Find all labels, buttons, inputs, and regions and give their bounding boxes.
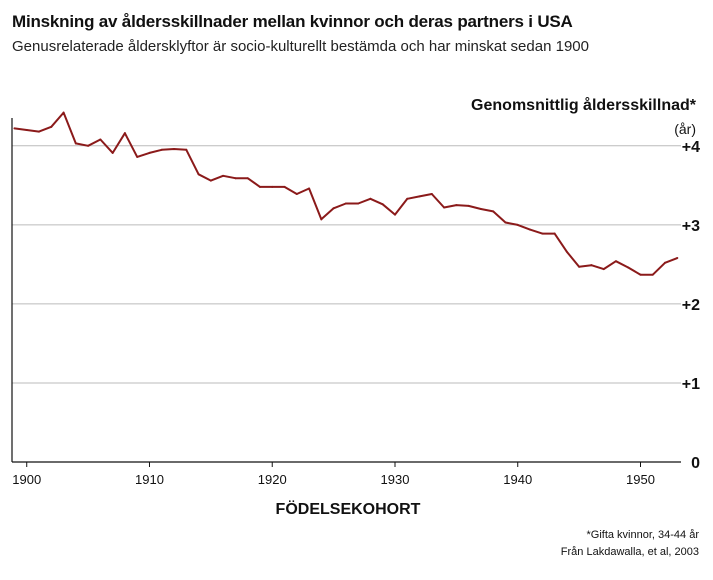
data-point-1939 xyxy=(504,221,507,224)
data-point-1933 xyxy=(430,193,433,196)
data-point-1922 xyxy=(295,193,298,196)
data-point-1918 xyxy=(246,177,249,180)
x-tick-label-1910: 1910 xyxy=(135,472,164,487)
y-tick-labels: 0 +1 +2 +3 +4 xyxy=(682,139,700,472)
x-axis-label: FÖDELSEKOHORT xyxy=(276,499,421,518)
data-point-1936 xyxy=(467,204,470,207)
data-point-1942 xyxy=(541,232,544,235)
data-point-1923 xyxy=(308,187,311,190)
data-point-1935 xyxy=(455,204,458,207)
y-axis-label: Genomsnittlig åldersskillnad* xyxy=(471,96,697,114)
data-point-1947 xyxy=(602,268,605,271)
x-tick-label-1920: 1920 xyxy=(258,472,287,487)
data-point-1949 xyxy=(627,266,630,269)
data-point-1927 xyxy=(357,202,360,205)
data-point-1909 xyxy=(136,155,139,158)
data-points xyxy=(13,111,679,276)
y-tick-label-3: +3 xyxy=(682,218,700,235)
y-tick-label-4: +4 xyxy=(682,139,700,156)
data-point-1945 xyxy=(578,265,581,268)
data-point-1913 xyxy=(185,148,188,151)
footnote: *Gifta kvinnor, 34-44 år Från Lakdawalla… xyxy=(561,527,699,561)
data-point-1920 xyxy=(271,185,274,188)
y-tick-label-0: 0 xyxy=(691,455,700,472)
x-tick-marks xyxy=(26,462,641,467)
data-point-1911 xyxy=(160,148,163,151)
y-tick-label-2: +2 xyxy=(682,297,700,314)
footnote-definition: *Gifta kvinnor, 34-44 år xyxy=(586,529,699,541)
x-tick-label-1940: 1940 xyxy=(503,472,532,487)
data-point-1924 xyxy=(320,218,323,221)
data-point-1937 xyxy=(479,208,482,211)
data-point-1934 xyxy=(443,206,446,209)
footnote-source: Från Lakdawalla, et al, 2003 xyxy=(560,546,699,558)
data-point-1908 xyxy=(123,132,126,135)
data-point-1930 xyxy=(393,213,396,216)
chart-subtitle: Genusrelaterade åldersklyftor är socio-k… xyxy=(12,38,589,55)
data-point-1952 xyxy=(664,261,667,264)
data-point-1900 xyxy=(25,129,28,131)
x-tick-label-1930: 1930 xyxy=(381,472,410,487)
y-tick-label-1: +1 xyxy=(682,376,700,393)
data-point-1928 xyxy=(369,197,372,200)
data-point-1901 xyxy=(38,130,41,133)
data-point-1902 xyxy=(50,125,53,128)
data-point-1905 xyxy=(87,144,90,147)
data-point-1940 xyxy=(516,223,519,226)
data-point-1925 xyxy=(332,207,335,210)
data-point-1929 xyxy=(381,203,384,206)
series-line-age-gap xyxy=(14,111,678,276)
data-point-1916 xyxy=(222,174,225,177)
data-point-1906 xyxy=(99,138,102,141)
x-tick-label-1950: 1950 xyxy=(626,472,655,487)
data-point-1948 xyxy=(614,260,617,263)
x-tick-label-1900: 1900 xyxy=(12,472,41,487)
gridlines xyxy=(12,145,681,384)
data-point-1915 xyxy=(209,179,212,182)
data-point-1932 xyxy=(418,195,421,198)
data-point-1914 xyxy=(197,173,200,176)
data-point-1903 xyxy=(62,111,65,114)
data-point-1921 xyxy=(283,185,286,188)
data-point-1943 xyxy=(553,232,556,235)
data-point-1931 xyxy=(406,197,409,200)
data-point-1941 xyxy=(529,228,532,231)
data-point-1946 xyxy=(590,264,593,267)
data-point-1912 xyxy=(173,147,176,150)
x-tick-labels: 1900 1910 1920 1930 1940 1950 xyxy=(12,472,655,487)
data-point-1910 xyxy=(148,151,151,154)
data-point-1907 xyxy=(111,151,114,154)
data-point-1904 xyxy=(74,142,77,145)
data-point-1953 xyxy=(676,257,679,260)
data-point-1938 xyxy=(492,210,495,213)
chart-title: Minskning av åldersskillnader mellan kvi… xyxy=(12,12,573,31)
data-point-1951 xyxy=(651,273,654,276)
data-point-1926 xyxy=(344,202,347,205)
data-point-1950 xyxy=(639,273,642,276)
data-point-1919 xyxy=(258,185,261,188)
data-point-1944 xyxy=(565,250,568,253)
data-point-1899 xyxy=(13,127,16,130)
data-point-1917 xyxy=(234,177,237,180)
y-axis-unit: (år) xyxy=(674,121,696,137)
